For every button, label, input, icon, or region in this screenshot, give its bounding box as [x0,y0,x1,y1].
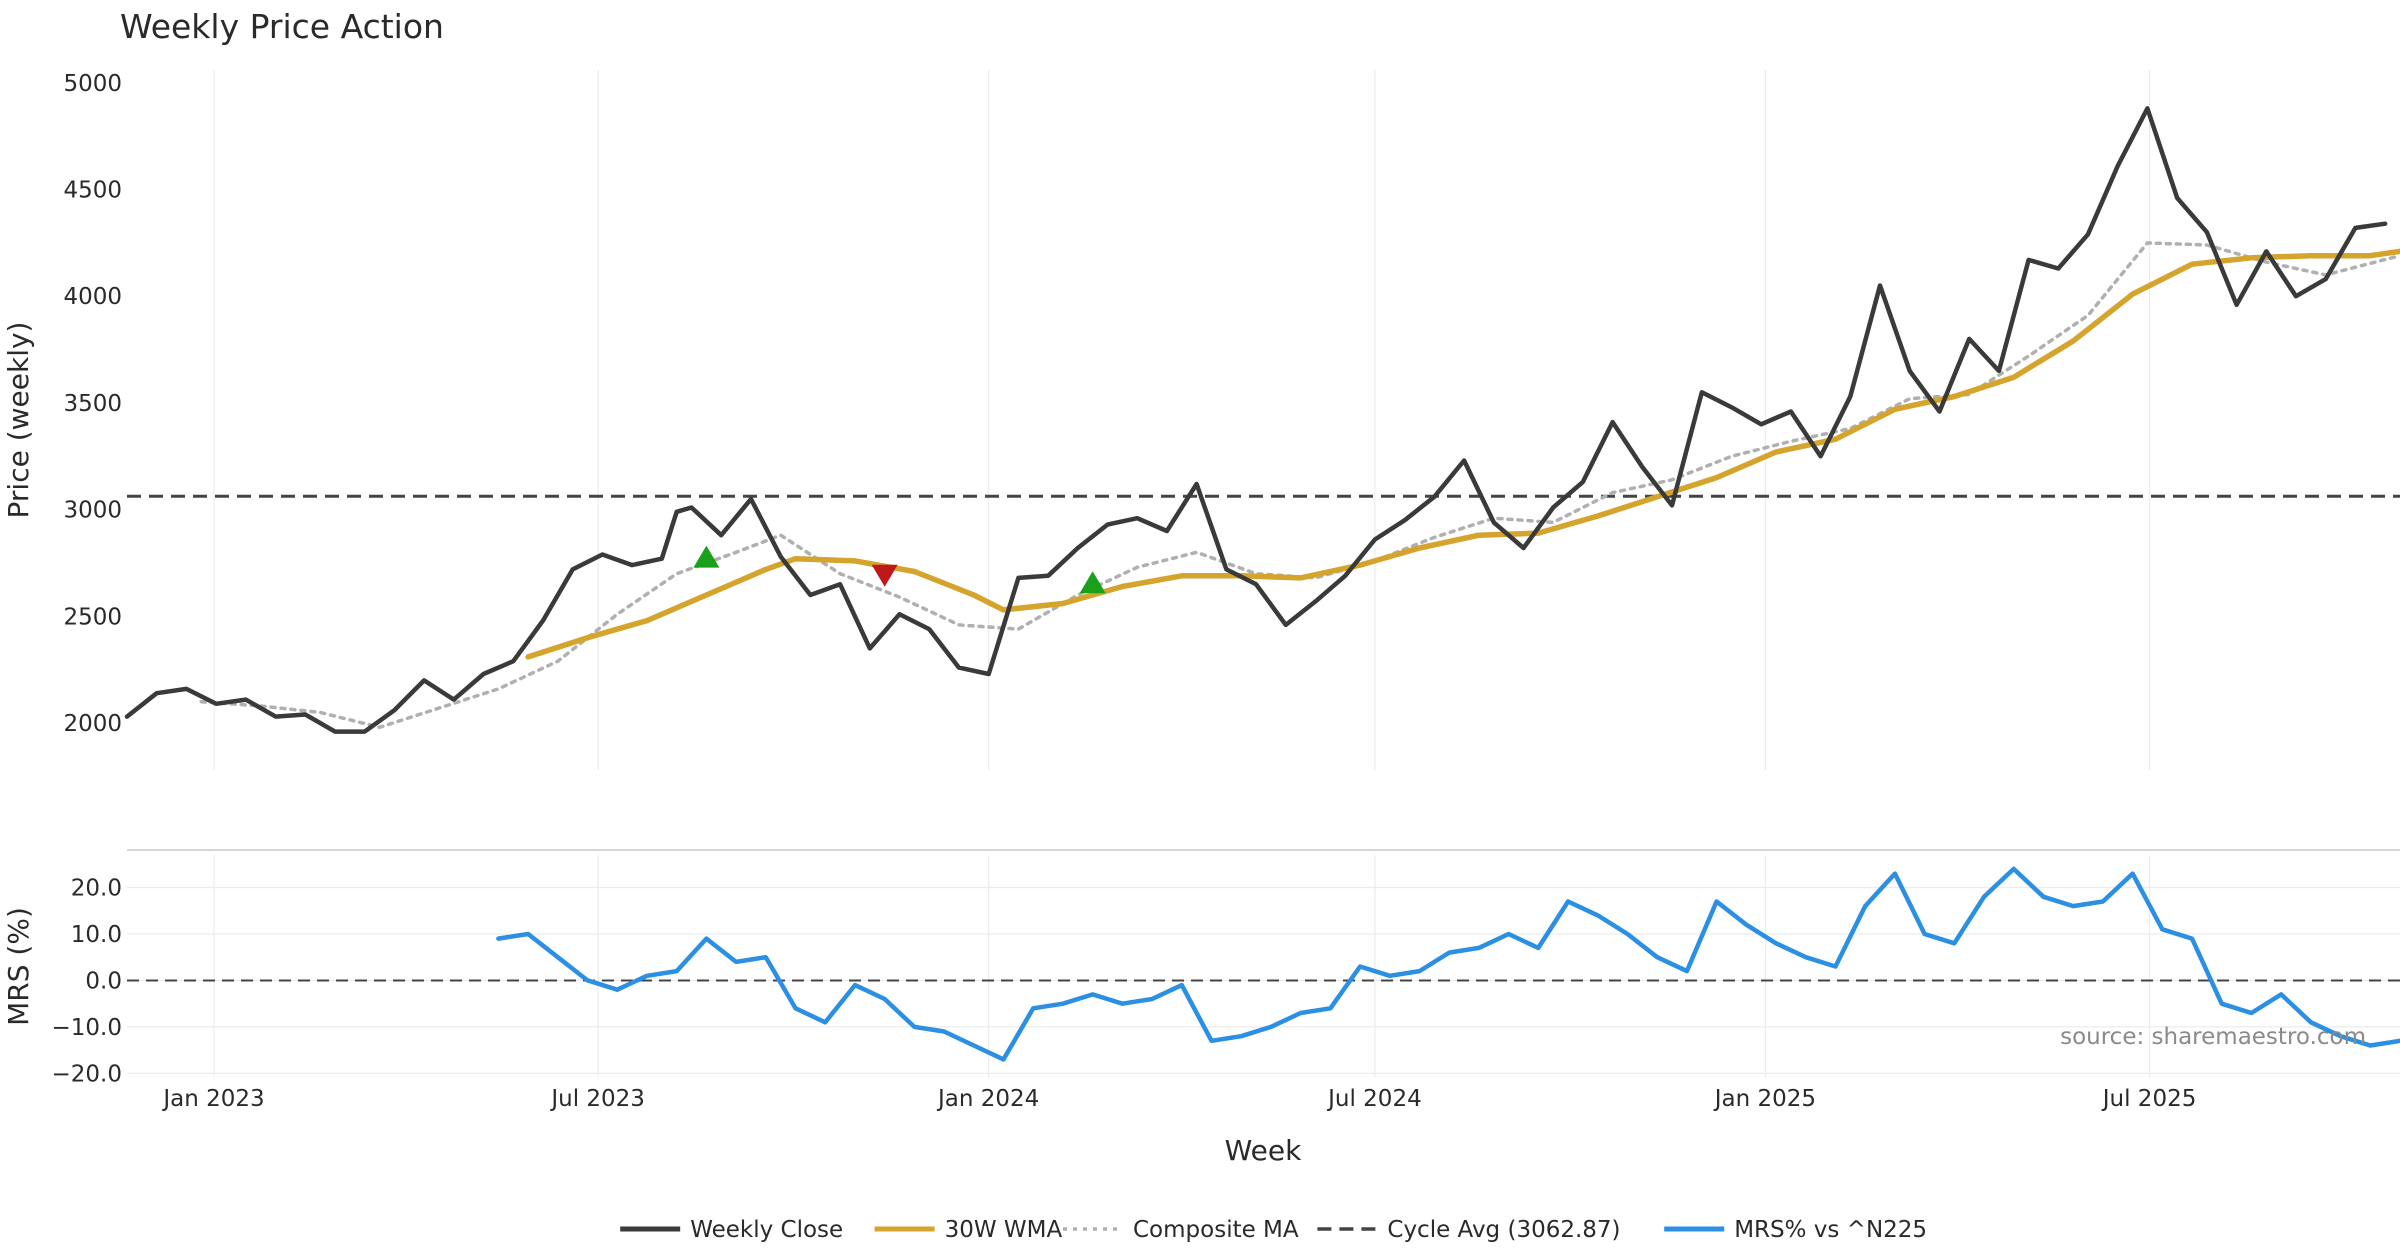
x-tick-label-jan-2025: Jan 2025 [1713,1086,1816,1112]
chart-legend: Weekly Close 30W WMA Composite MA Cycle Avg… [620,1217,1927,1243]
legend-label-cycle-avg-3062-87: Cycle Avg (3062.87) [1387,1217,1620,1243]
y-tick-label: 20.0 [71,876,122,902]
x-tick-label-jul-2025: Jul 2025 [2101,1086,2197,1112]
y-tick-label: 0.0 [85,968,122,994]
x-tick-label-jul-2024: Jul 2024 [1326,1086,1422,1112]
y-tick-label: 4000 [63,284,122,310]
source-label: source: sharemaestro.com [2060,1024,2366,1050]
y-tick-label: 4500 [63,178,122,204]
series-line-weekly-close [124,106,2388,734]
x-tick-label-jan-2023: Jan 2023 [161,1086,264,1112]
grid-0 [213,70,2151,770]
chart-title: Weekly Price Action [120,7,444,46]
series-line-30w-wma [525,248,2400,660]
y-tick-label: 10.0 [71,922,122,948]
sell-signal-marker [871,564,898,587]
y-tick-label: 2000 [63,711,122,737]
y-axis-title: Price (weekly) [2,322,35,519]
y-tick-label: 3000 [63,498,122,524]
buy-signal-marker [1079,571,1106,594]
price-panel: 2000 2500 3000 3500 4000 4500 5000 Price (weekl… [2,70,2400,770]
grid-1 [127,855,2400,1078]
x-axis-title: Week [1225,1134,1302,1167]
series-line-composite-ma [199,241,2400,730]
y-tick-label: −10.0 [52,1015,122,1041]
y-tick-label: −20.0 [52,1061,122,1087]
legend-label-weekly-close: Weekly Close [690,1217,843,1243]
y-axis-title: MRS (%) [2,907,35,1026]
legend-label-mrs-vs-n225: MRS% vs ^N225 [1734,1217,1927,1243]
y-tick-label: 2500 [63,604,122,630]
x-tick-label-jul-2023: Jul 2023 [549,1086,645,1112]
y-tick-label: 3500 [63,391,122,417]
series-line-mrs-vs-n225 [496,866,2400,1062]
buy-signal-marker [693,545,720,568]
legend-label-30w-wma: 30W WMA [945,1217,1063,1243]
y-tick-label: 5000 [63,71,122,97]
legend-label-composite-ma: Composite MA [1133,1217,1299,1243]
x-tick-label-jan-2024: Jan 2024 [936,1086,1039,1112]
mrs-panel: −20.0 −10.0 0.0 10.0 20.0 MRS (%) Jan 2023 Jul … [2,855,2400,1112]
